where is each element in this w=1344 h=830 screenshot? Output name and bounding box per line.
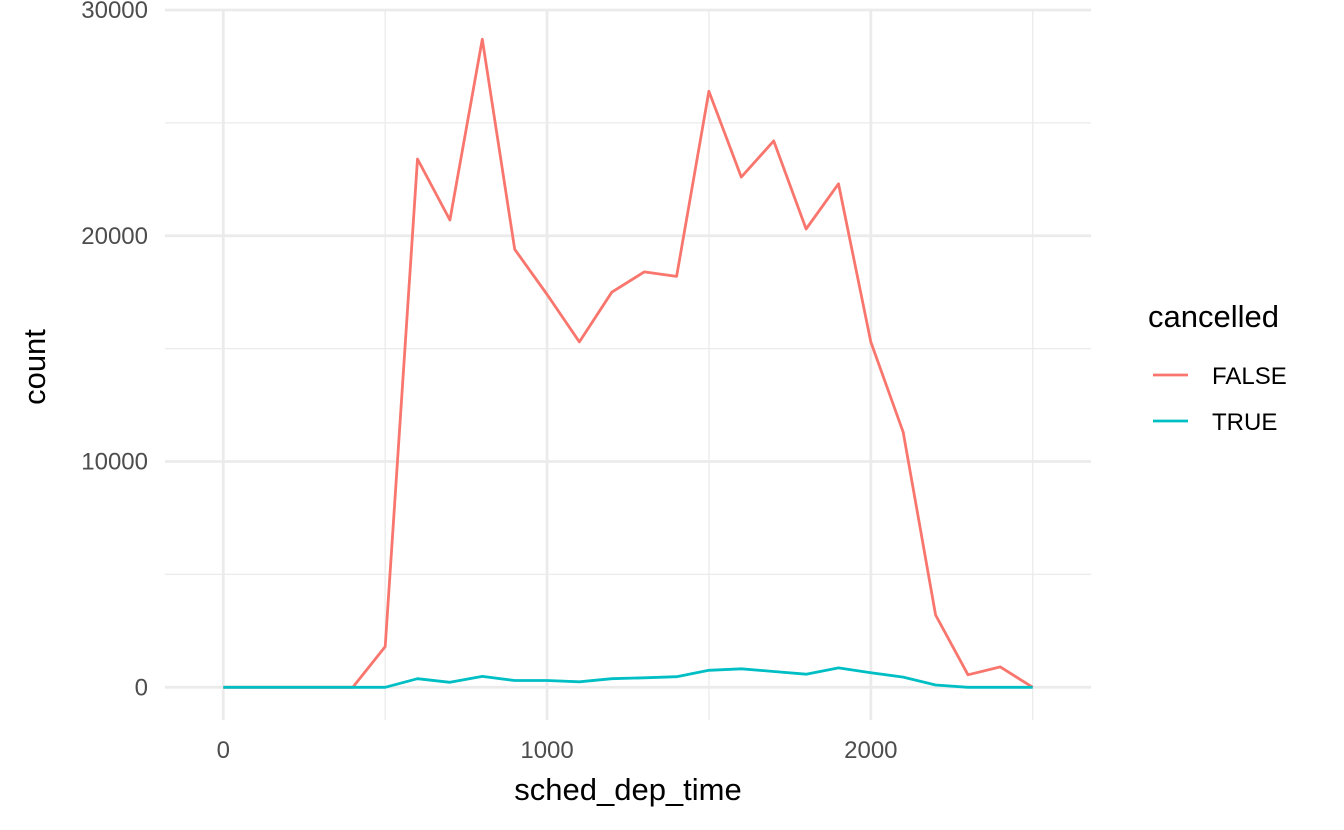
x-tick-label: 2000 — [844, 737, 897, 764]
legend-items: FALSE TRUE — [1153, 363, 1287, 436]
legend-item-false: FALSE — [1153, 363, 1287, 390]
legend-label: TRUE — [1212, 409, 1277, 436]
major-grid — [165, 8, 1091, 720]
x-tick-label: 0 — [217, 737, 230, 764]
y-tick-label: 20000 — [81, 223, 148, 250]
legend-title: cancelled — [1148, 299, 1279, 334]
x-tick-label: 1000 — [520, 737, 573, 764]
y-axis-title: count — [17, 329, 52, 405]
legend: cancelled FALSE TRUE — [1148, 299, 1287, 436]
y-tick-label: 30000 — [81, 0, 148, 24]
y-axis-tick-labels: 0 10000 20000 30000 — [81, 0, 148, 701]
legend-label: FALSE — [1212, 363, 1287, 390]
legend-item-true: TRUE — [1153, 409, 1277, 436]
x-axis-tick-labels: 0 1000 2000 — [217, 737, 898, 764]
series-line-true — [223, 666, 1033, 689]
x-axis-title: sched_dep_time — [514, 772, 742, 807]
y-tick-label: 0 — [135, 674, 148, 701]
minor-grid — [165, 10, 1091, 720]
series-line-false — [223, 37, 1034, 689]
series-lines — [223, 37, 1034, 689]
y-tick-label: 10000 — [81, 449, 148, 476]
